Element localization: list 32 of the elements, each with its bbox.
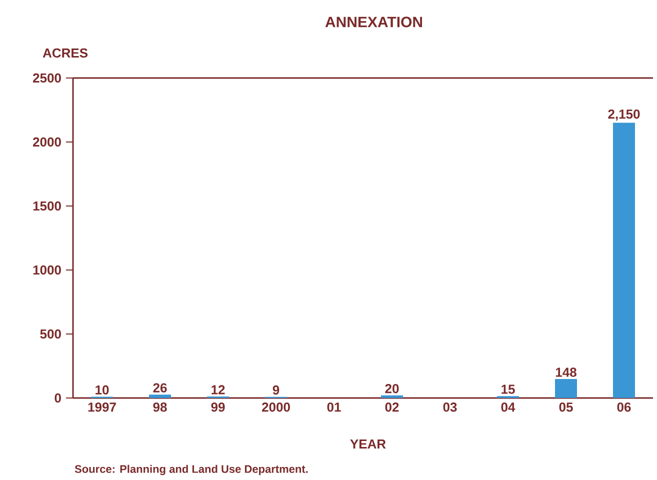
y-tick-label: 1500	[33, 201, 61, 211]
data-label: 2,150	[608, 110, 640, 121]
data-label: 148	[556, 368, 576, 377]
y-tick-label: 500	[40, 329, 61, 339]
data-label: 15	[502, 384, 515, 394]
x-axis-title: YEAR	[350, 440, 386, 448]
x-tick-label: 1997	[88, 402, 116, 412]
bar	[381, 395, 403, 398]
data-label: 20	[385, 384, 399, 394]
x-tick-label: 03	[443, 402, 457, 412]
y-tick-label: 2500	[33, 73, 61, 83]
x-tick-label: 04	[501, 402, 516, 412]
bar	[149, 394, 172, 398]
x-tick-label: 02	[385, 402, 399, 412]
x-tick-label: 98	[153, 402, 167, 412]
data-label: 10	[96, 385, 109, 395]
bar	[612, 122, 635, 398]
y-axis-title: ACRES	[42, 48, 88, 58]
x-tick-label: 06	[617, 402, 631, 412]
y-tick-label: 0	[54, 393, 61, 403]
y-tick-label: 1000	[33, 265, 61, 275]
x-tick-label: 99	[211, 402, 225, 412]
data-label: 12	[212, 385, 225, 394]
x-tick-label: 01	[327, 402, 341, 412]
bar	[554, 379, 577, 398]
data-label: 26	[153, 383, 167, 392]
x-tick-label: 2000	[262, 402, 290, 412]
y-tick-label: 2000	[33, 137, 61, 147]
chart-title: ANNEXATION	[325, 16, 422, 28]
x-tick-label: 05	[559, 402, 573, 412]
source-note: Source: Planning and Land Use Department.	[74, 464, 308, 476]
data-label: 9	[272, 385, 280, 395]
